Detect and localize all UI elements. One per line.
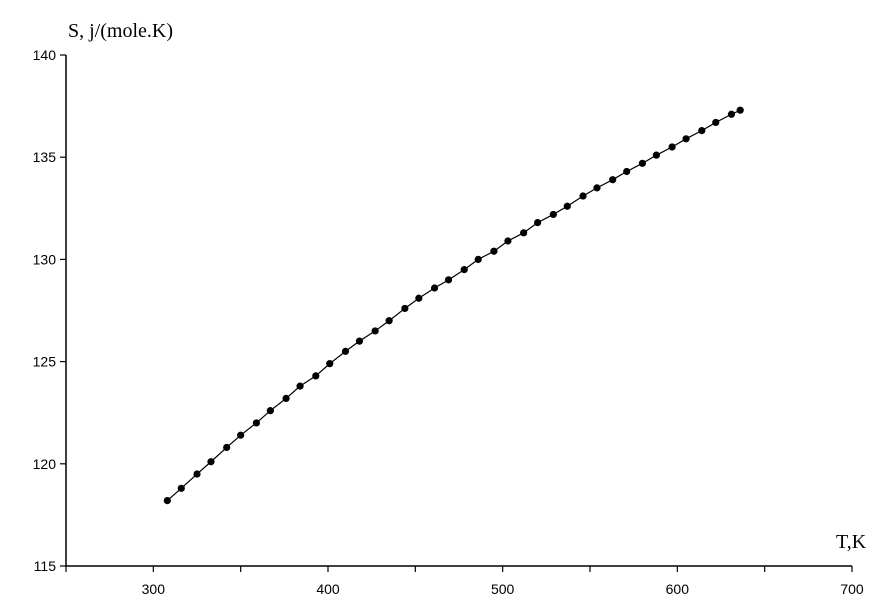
data-point (266, 407, 274, 415)
data-point (593, 184, 601, 192)
x-tick-label: 500 (491, 581, 515, 597)
data-point (385, 317, 393, 325)
y-tick-label: 130 (33, 251, 57, 267)
data-points (163, 106, 744, 505)
data-point (163, 496, 171, 505)
data-point (504, 237, 512, 245)
data-point (430, 284, 439, 292)
y-axis-title: S, j/(mole.K) (68, 20, 173, 42)
data-point (460, 266, 468, 274)
data-point (549, 210, 557, 219)
data-point (401, 304, 409, 313)
data-point (326, 360, 334, 368)
data-point (712, 118, 720, 127)
data-point (207, 458, 215, 466)
x-tick-label: 600 (666, 581, 690, 597)
data-point (727, 110, 736, 118)
data-point (534, 219, 542, 227)
data-point (623, 167, 631, 176)
data-point (415, 294, 423, 302)
data-point (282, 394, 290, 402)
x-axis-title: T,K (836, 531, 867, 553)
data-point (609, 176, 617, 184)
data-point (579, 192, 587, 200)
y-tick-label: 120 (33, 456, 57, 472)
data-point (698, 127, 706, 135)
data-point (736, 106, 744, 114)
data-point (652, 151, 660, 159)
data-point (371, 327, 379, 335)
x-tick-label: 400 (316, 581, 340, 597)
data-point (563, 202, 571, 210)
data-point (341, 347, 350, 355)
data-point (193, 470, 201, 478)
y-tick-label: 140 (33, 47, 57, 63)
data-point (474, 255, 482, 263)
data-point (668, 143, 676, 151)
data-point (177, 484, 185, 492)
data-point (682, 135, 690, 143)
data-point (223, 443, 231, 452)
data-point (444, 276, 453, 284)
y-tick-label: 125 (33, 354, 57, 370)
data-point (638, 159, 647, 167)
data-point (312, 372, 320, 380)
x-ticks: 300 400 500 600 700 (65, 566, 864, 597)
data-point (520, 229, 528, 237)
data-point (252, 419, 260, 427)
y-ticks: 115 120 125 130 135 140 (33, 47, 66, 574)
data-point (237, 431, 245, 439)
data-point (296, 382, 304, 390)
data-point (490, 247, 498, 255)
y-tick-label: 135 (33, 149, 57, 165)
series-line (166, 109, 741, 502)
x-tick-label: 700 (840, 581, 864, 597)
y-tick-label: 115 (34, 558, 57, 574)
data-point (355, 337, 364, 345)
x-tick-label: 300 (142, 581, 166, 597)
